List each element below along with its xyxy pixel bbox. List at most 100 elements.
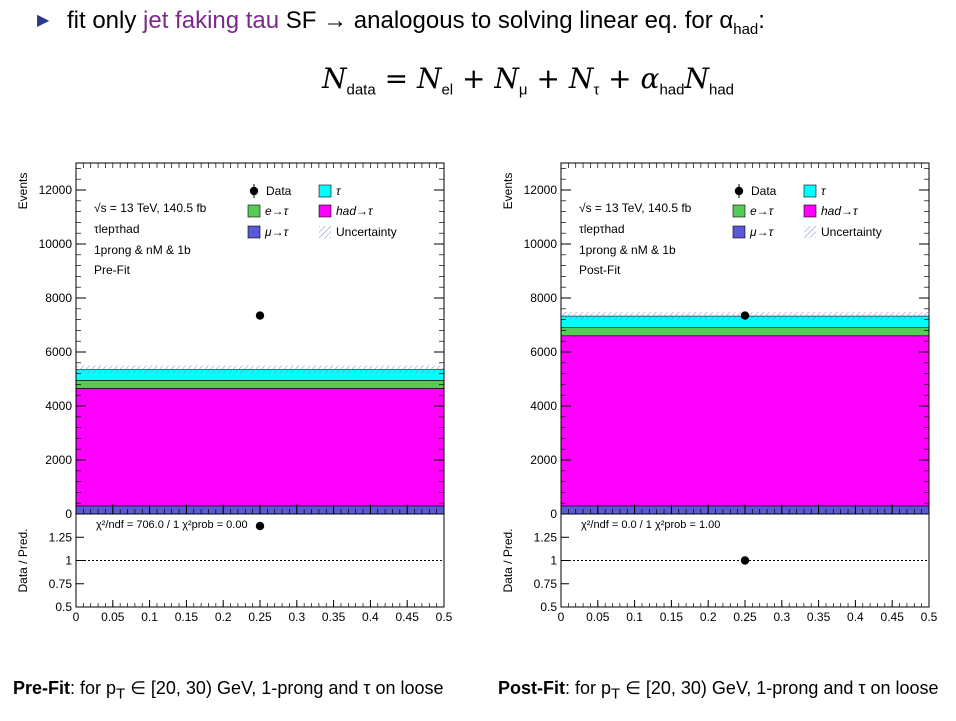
y-tick-label: 8000 [530, 291, 557, 305]
eq-lhs-sub: data [346, 81, 376, 99]
legend-mu-tau-swatch [247, 225, 261, 239]
bar-e-segment [75, 380, 445, 389]
data-point [740, 311, 750, 320]
y-tick-label: 10000 [524, 237, 558, 251]
annotation-stage: Post-Fit [579, 263, 621, 277]
y-tick-label: 10000 [39, 237, 73, 251]
bar-had-segment [75, 388, 445, 507]
bullet-text-post: SF → analogous to solving linear eq. for… [279, 7, 734, 34]
x-tick-label: 0.3 [288, 610, 305, 624]
eq-alpha-sub: had [659, 81, 685, 99]
y-tick-label: 6000 [45, 345, 72, 359]
eq-lhs: N [322, 62, 347, 95]
uncertainty-band [76, 365, 444, 374]
legend-uncertainty-swatch [804, 226, 816, 238]
ratio-point [740, 556, 750, 565]
x-tick-label: 0.05 [586, 610, 610, 624]
ratio-point [255, 521, 265, 531]
x-tick-label: 0 [73, 610, 80, 624]
bar-e-segment [560, 327, 930, 337]
eq-term-mu-sub: μ [518, 81, 528, 99]
x-tick-label: 0.15 [660, 610, 684, 624]
caption-pre-fit: Pre-Fit: for pT ∈ [20, 30) GeV, 1-prong … [13, 676, 473, 707]
ratio-y-tick-label: 0.75 [49, 577, 73, 591]
legend-tau-swatch [803, 184, 817, 198]
x-tick-label: 0.1 [626, 610, 643, 624]
pre-fit-plot: 0 2000 4000 6000 8000 10000 12000 0 0.05 0.1 0.15 0… [16, 162, 453, 624]
legend-data-label: Data [266, 184, 292, 198]
legend-uncertainty-label: Uncertainty [336, 225, 397, 239]
legend-had-tau-swatch [803, 204, 817, 218]
x-tick-label: 0.35 [322, 610, 346, 624]
annotation-selection: 1prong & nM & 1b [94, 243, 191, 257]
y-tick-label: 4000 [530, 399, 557, 413]
x-tick-label: 0.3 [773, 610, 790, 624]
caption-post-fit-sub: T [611, 685, 621, 703]
eq-term-had-sub: had [709, 81, 735, 99]
eq-term-tau-sub: τ [593, 81, 600, 99]
ratio-y-tick-label: 1.25 [49, 530, 73, 544]
ratio-axis-label: Data / Pred. [16, 528, 30, 592]
legend-mu-tau-swatch [732, 225, 746, 239]
legend-e-tau-swatch [247, 204, 261, 218]
caption-pre-fit-rest: ∈ [20, 30) GeV, 1-prong and τ on loose [125, 678, 444, 698]
equation: Ndata = Nel + Nμ + Nτ + αhadNhad [322, 62, 735, 99]
caption-post-fit-rest: ∈ [20, 30) GeV, 1-prong and τ on loose [620, 678, 939, 698]
legend-uncertainty-swatch [319, 226, 331, 238]
caption-pre-fit-text: : for p [70, 678, 117, 698]
bar-had-segment [560, 335, 930, 507]
x-tick-label: 0.5 [921, 610, 938, 624]
post-fit-plot: 0 2000 4000 6000 8000 10000 12000 0 0.05 0.1 0.15 0… [501, 162, 938, 624]
legend-had-tau-label: had→τ [821, 204, 859, 218]
ratio-y-tick-label: 0.5 [55, 600, 72, 614]
bullet-end: : [758, 7, 765, 34]
x-tick-label: 0.1 [141, 610, 158, 624]
legend-tau-swatch [318, 184, 332, 198]
data-point [255, 311, 265, 320]
y-tick-label: 4000 [45, 399, 72, 413]
bullet-triangle-icon: ▶ [37, 12, 50, 29]
x-tick-label: 0.2 [700, 610, 717, 624]
legend-had-tau-label: had→τ [336, 204, 374, 218]
annotation-channel: τlepτhad [94, 222, 140, 236]
y-tick-label: 2000 [530, 453, 557, 467]
y-tick-label: 12000 [524, 183, 558, 197]
legend-uncertainty-label: Uncertainty [821, 225, 882, 239]
legend-had-tau-swatch [318, 204, 332, 218]
legend-tau-label: τ [336, 184, 342, 198]
y-tick-label: 0 [550, 507, 557, 521]
x-tick-label: 0.25 [733, 610, 757, 624]
x-tick-label: 0.35 [807, 610, 831, 624]
eq-alpha: α [640, 62, 660, 95]
fit-stats: χ²/ndf = 0.0 / 1 χ²prob = 1.00 [581, 519, 720, 531]
y-tick-label: 12000 [39, 183, 73, 197]
caption-post-fit-bold: Post-Fit [498, 678, 565, 698]
y-tick-label: 2000 [45, 453, 72, 467]
ratio-axis-label: Data / Pred. [501, 528, 515, 592]
bullet-alpha-sub: had [733, 20, 759, 38]
eq-term-mu: N [494, 62, 519, 95]
y-axis-label: Events [16, 173, 30, 210]
legend-mu-tau-label: μ→τ [264, 225, 290, 239]
annotation-channel: τlepτhad [579, 222, 625, 236]
x-tick-label: 0.05 [101, 610, 125, 624]
y-tick-label: 0 [65, 507, 72, 521]
legend-tau-label: τ [821, 184, 827, 198]
y-axis-label: Events [501, 173, 515, 210]
y-tick-label: 8000 [45, 291, 72, 305]
eq-term-el: N [416, 62, 442, 95]
x-tick-label: 0 [558, 610, 565, 624]
ratio-y-tick-label: 0.5 [540, 600, 557, 614]
ratio-y-tick-label: 0.75 [534, 577, 558, 591]
ratio-y-tick-label: 1.25 [534, 530, 558, 544]
legend-e-tau-swatch [732, 204, 746, 218]
x-tick-label: 0.25 [248, 610, 272, 624]
x-tick-label: 0.4 [362, 610, 379, 624]
annotation-energy: √s = 13 TeV, 140.5 fb [94, 201, 207, 215]
caption-post-fit: Post-Fit: for pT ∈ [20, 30) GeV, 1-prong… [498, 676, 956, 707]
eq-term-tau: N [568, 62, 594, 95]
annotation-energy: √s = 13 TeV, 140.5 fb [579, 201, 692, 215]
legend-e-tau-label: e→τ [750, 204, 775, 218]
legend-data-label: Data [751, 184, 777, 198]
x-tick-label: 0.15 [175, 610, 199, 624]
